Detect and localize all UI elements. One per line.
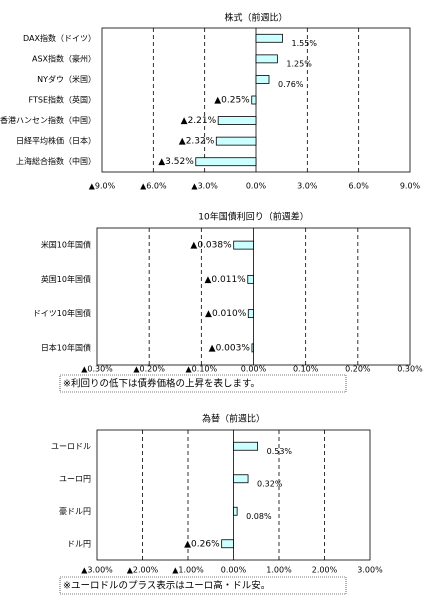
bar xyxy=(251,95,257,105)
category-label: ドル円 xyxy=(67,539,91,548)
bar xyxy=(255,54,278,64)
category-label: 上海総合指数（中国） xyxy=(16,156,96,166)
note-box xyxy=(59,374,347,393)
category-label: 豪ドル円 xyxy=(59,506,91,516)
bar xyxy=(233,441,259,451)
value-label: ▲0.26% xyxy=(184,539,220,549)
x-tick-label: 1.00% xyxy=(266,566,292,575)
chart-title: 為替（前週比） xyxy=(202,413,265,425)
chart-title: 10年国債利回り（前週差） xyxy=(198,211,308,223)
category-label: 米国10年国債 xyxy=(41,240,91,250)
value-label: 0.08% xyxy=(246,512,272,521)
x-tick-label: 0.10% xyxy=(293,365,319,374)
x-tick-label: 3.0% xyxy=(297,182,318,191)
category-label: 英国10年国債 xyxy=(41,274,91,284)
value-label: 1.55% xyxy=(292,39,318,48)
category-label: NYダウ（米国） xyxy=(37,74,96,84)
x-tick-label: 9.0% xyxy=(400,182,421,191)
x-tick-label: ▲6.0% xyxy=(140,182,167,191)
category-label: ユーロドル xyxy=(51,442,91,451)
category-label: 日経平均株価（日本） xyxy=(16,136,96,146)
x-tick-label: ▲9.0% xyxy=(89,182,116,191)
bar xyxy=(195,157,257,167)
note-box xyxy=(59,576,347,595)
bar xyxy=(247,274,254,284)
note: ※利回りの低下は債券価格の上昇を表します。 xyxy=(63,378,260,390)
bar xyxy=(217,116,257,125)
value-label: 0.53% xyxy=(267,447,293,456)
x-tick-label: ▲1.00% xyxy=(172,566,204,575)
x-tick-label: 0.00% xyxy=(241,365,267,374)
x-tick-label: ▲3.00% xyxy=(81,566,113,575)
category-label: DAX指数（ドイツ） xyxy=(23,33,96,43)
category-label: FTSE指数（英国） xyxy=(29,95,96,105)
value-label: ▲3.52% xyxy=(158,157,194,167)
category-label: 日本10年国債 xyxy=(41,342,91,352)
value-label: 1.25% xyxy=(286,59,312,68)
value-label: 0.32% xyxy=(257,479,283,488)
bar xyxy=(233,240,254,250)
x-tick-label: ▲3.0% xyxy=(191,182,218,191)
x-tick-label: ▲2.00% xyxy=(127,566,159,575)
x-tick-label: 3.00% xyxy=(357,566,383,575)
x-tick-label: 0.30% xyxy=(397,365,423,374)
value-label: 0.76% xyxy=(278,80,304,89)
bar xyxy=(221,539,234,549)
value-label: ▲0.003% xyxy=(209,343,251,353)
value-label: ▲0.010% xyxy=(205,309,247,319)
value-label: ▲0.038% xyxy=(190,241,232,251)
x-tick-label: ▲0.30% xyxy=(81,365,113,374)
x-tick-label: 0.00% xyxy=(221,566,247,575)
value-label: ▲2.32% xyxy=(179,137,215,147)
x-tick-label: ▲0.10% xyxy=(186,365,218,374)
bar xyxy=(247,309,254,319)
bar xyxy=(233,506,238,516)
value-label: ▲0.011% xyxy=(205,275,247,285)
category-label: ユーロ円 xyxy=(59,474,91,483)
bar xyxy=(255,33,283,43)
x-tick-label: 0.20% xyxy=(345,365,371,374)
bar xyxy=(251,343,254,353)
bar xyxy=(215,136,257,146)
bar xyxy=(255,75,270,84)
x-tick-label: ▲0.20% xyxy=(133,365,165,374)
value-label: ▲0.25% xyxy=(214,96,250,106)
note: ※ユーロドルのプラス表示はユーロ高・ドル安。 xyxy=(63,580,270,592)
x-tick-label: 0.0% xyxy=(246,182,267,191)
category-label: ドイツ10年国債 xyxy=(33,308,91,318)
category-label: ASX指数（豪州） xyxy=(32,53,96,63)
x-tick-label: 6.0% xyxy=(349,182,370,191)
category-label: 香港ハンセン指数（中国） xyxy=(0,115,96,125)
value-label: ▲2.21% xyxy=(181,116,217,126)
bar xyxy=(233,474,249,484)
chart-title: 株式（前週比） xyxy=(224,12,287,24)
x-tick-label: 2.00% xyxy=(312,566,338,575)
